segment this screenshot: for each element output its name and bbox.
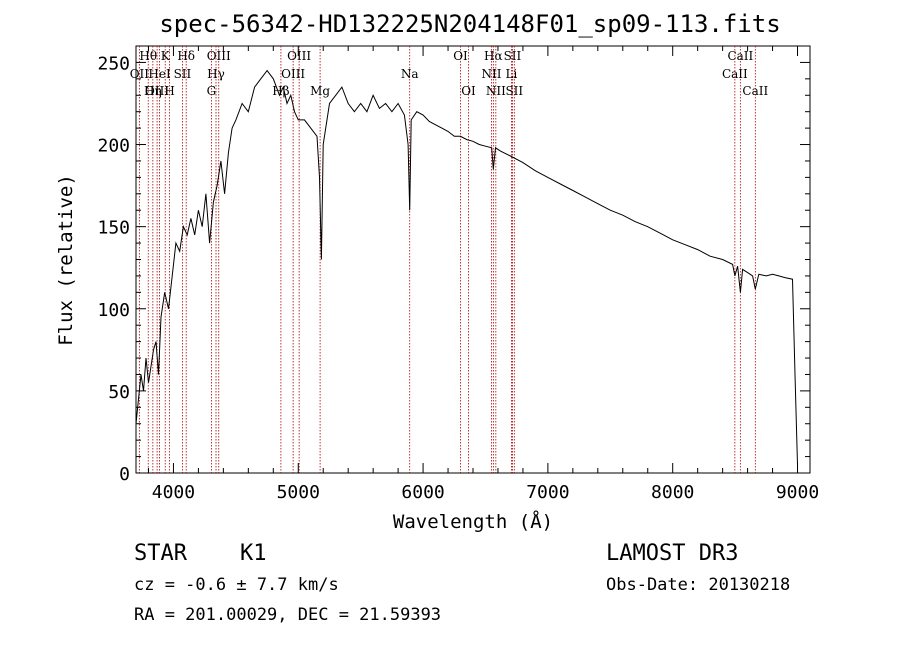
spectral-line-label: NII xyxy=(486,84,506,98)
spectral-line-label: OIII xyxy=(207,49,231,63)
obs-date: Obs-Date: 20130218 xyxy=(606,575,790,595)
spectral-line-label: OI xyxy=(453,49,468,63)
spectral-line-label: OI xyxy=(461,84,476,98)
y-tick-label: 250 xyxy=(97,53,130,74)
spectral-line-label: H xyxy=(164,84,174,98)
spectral-line-label: Hβ xyxy=(272,84,289,98)
spectral-line-label: K xyxy=(161,49,171,63)
spectral-line-label: Hθ xyxy=(139,49,157,63)
spectral-line-label: Hα xyxy=(484,49,503,63)
spectrum-line xyxy=(135,69,798,465)
object-class: STAR xyxy=(134,541,188,566)
spectral-line-label: OIII xyxy=(287,49,311,63)
spectral-line-label: OIII xyxy=(281,67,305,81)
x-tick-label: 8000 xyxy=(651,482,694,503)
y-tick-label: 50 xyxy=(108,382,130,403)
spectral-line-label: SII xyxy=(505,84,523,98)
spectral-line-label: OIII xyxy=(145,84,169,98)
spectral-line-label: Na xyxy=(401,67,419,81)
chart-title: spec-56342-HD132225N204148F01_sp09-113.f… xyxy=(159,10,780,38)
spectral-line-label: SII xyxy=(504,49,522,63)
spectral-line-label: NII xyxy=(481,67,501,81)
x-tick-label: 7000 xyxy=(526,482,569,503)
spectral-line-label: Hδ xyxy=(177,49,195,63)
spectral-line-label: Hγ xyxy=(207,67,225,81)
spectral-line-label: CaII xyxy=(722,67,748,81)
spectral-line-label: CaII xyxy=(742,84,768,98)
survey-name: LAMOST DR3 xyxy=(606,541,738,566)
spectral-line-label: OII xyxy=(130,67,150,81)
spectral-line-label: CaII xyxy=(727,49,753,63)
spectral-lines xyxy=(138,46,756,473)
spectral-line-label: G xyxy=(207,84,217,98)
spectral-line-label: SII xyxy=(174,67,192,81)
x-tick-label: 9000 xyxy=(776,482,819,503)
x-tick-label: 6000 xyxy=(401,482,444,503)
plot-frame xyxy=(135,45,811,474)
spectral-line-label: Li xyxy=(506,67,518,81)
x-axis: 4000 5000 6000 7000 8000 9000 xyxy=(147,46,819,503)
redshift-cz: cz = -0.6 ± 7.7 km/s xyxy=(134,575,339,595)
y-axis-label: Flux (relative) xyxy=(55,174,77,346)
x-axis-label: Wavelength (Å) xyxy=(393,510,553,533)
x-tick-label: 5000 xyxy=(277,482,320,503)
y-axis: 0 50 100 150 200 250 xyxy=(97,53,810,485)
spectral-line-label: Hη xyxy=(144,84,162,98)
y-tick-label: 0 xyxy=(119,464,130,485)
x-tick-label: 4000 xyxy=(152,482,195,503)
spectral-line-label: Mg xyxy=(310,84,330,98)
y-tick-label: 150 xyxy=(97,218,130,239)
y-tick-label: 100 xyxy=(97,300,130,321)
coordinates: RA = 201.00029, DEC = 21.59393 xyxy=(134,605,441,625)
object-subclass: K1 xyxy=(240,541,267,566)
spectral-line-label: HeI xyxy=(148,67,171,81)
y-tick-label: 200 xyxy=(97,136,130,157)
